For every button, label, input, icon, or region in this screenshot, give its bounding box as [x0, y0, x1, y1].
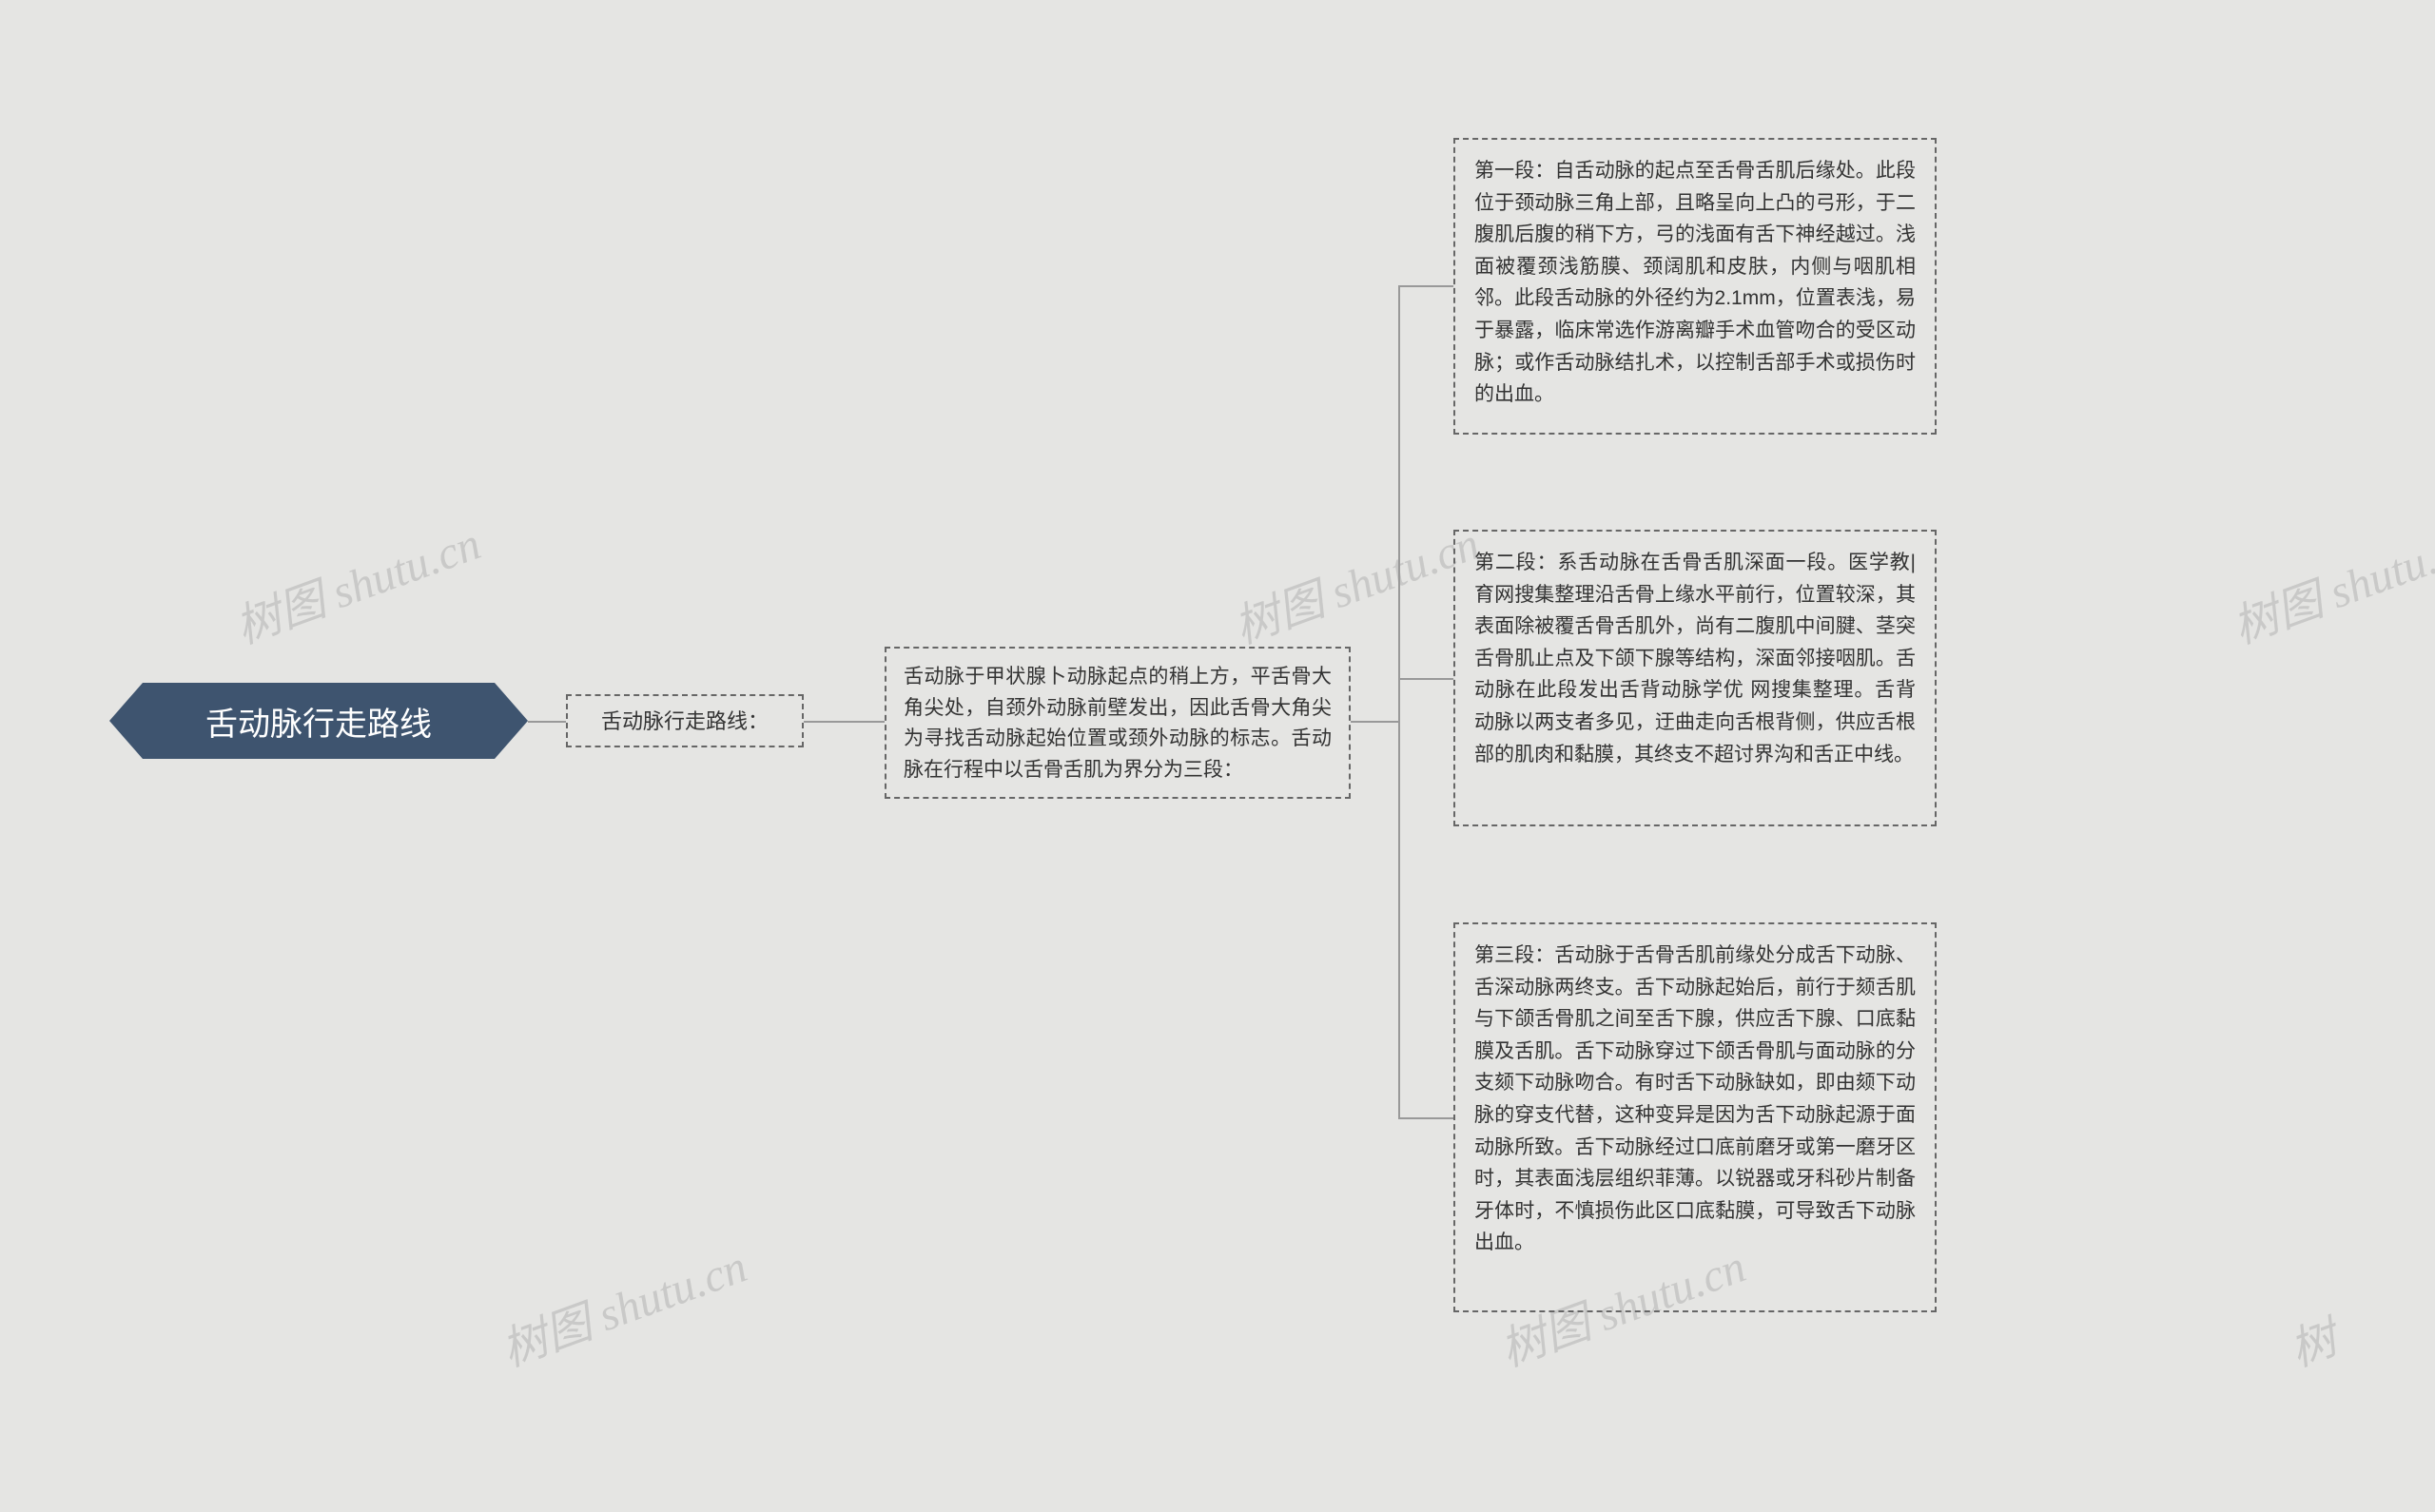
- connector-root-l1: [528, 721, 566, 723]
- segment-2-node[interactable]: 第二段：系舌动脉在舌骨舌肌深面一段。医学教|育网搜集整理沿舌骨上缘水平前行，位置…: [1453, 530, 1937, 826]
- watermark: 树图 shutu.cn: [2222, 506, 2435, 656]
- connector-branch-vertical: [1398, 285, 1400, 1118]
- segment-1-text: 第一段：自舌动脉的起点至舌骨舌肌后缘处。此段位于颈动脉三角上部，且略呈向上凸的弓…: [1474, 160, 1916, 405]
- segment-2-text: 第二段：系舌动脉在舌骨舌肌深面一段。医学教|育网搜集整理沿舌骨上缘水平前行，位置…: [1474, 552, 1916, 766]
- root-node-container: 舌动脉行走路线: [143, 683, 495, 759]
- connector-l2-branch: [1351, 721, 1398, 723]
- root-label: 舌动脉行走路线: [205, 698, 432, 745]
- watermark: 树图 shutu.cn: [224, 506, 488, 656]
- root-node[interactable]: 舌动脉行走路线: [143, 683, 495, 759]
- level2-text: 舌动脉于甲状腺卜动脉起点的稍上方，平舌骨大角尖处，自颈外动脉前壁发出，因此舌骨大…: [904, 666, 1332, 781]
- connector-seg2: [1398, 678, 1453, 680]
- root-arrow-left: [109, 683, 143, 759]
- root-arrow-right: [495, 683, 528, 759]
- level2-node[interactable]: 舌动脉于甲状腺卜动脉起点的稍上方，平舌骨大角尖处，自颈外动脉前壁发出，因此舌骨大…: [885, 647, 1351, 799]
- segment-3-text: 第三段：舌动脉于舌骨舌肌前缘处分成舌下动脉、舌深动脉两终支。舌下动脉起始后，前行…: [1474, 944, 1916, 1253]
- segment-3-node[interactable]: 第三段：舌动脉于舌骨舌肌前缘处分成舌下动脉、舌深动脉两终支。舌下动脉起始后，前行…: [1453, 922, 1937, 1312]
- connector-l1-l2: [804, 721, 885, 723]
- level1-node[interactable]: 舌动脉行走路线：: [566, 694, 804, 747]
- segment-1-node[interactable]: 第一段：自舌动脉的起点至舌骨舌肌后缘处。此段位于颈动脉三角上部，且略呈向上凸的弓…: [1453, 138, 1937, 435]
- level1-label: 舌动脉行走路线：: [601, 706, 769, 737]
- watermark: 树: [2279, 1301, 2345, 1379]
- connector-seg1: [1398, 285, 1453, 287]
- watermark: 树图 shutu.cn: [491, 1229, 754, 1379]
- connector-seg3: [1398, 1117, 1453, 1119]
- watermark: 树图 shutu.cn: [1223, 506, 1487, 656]
